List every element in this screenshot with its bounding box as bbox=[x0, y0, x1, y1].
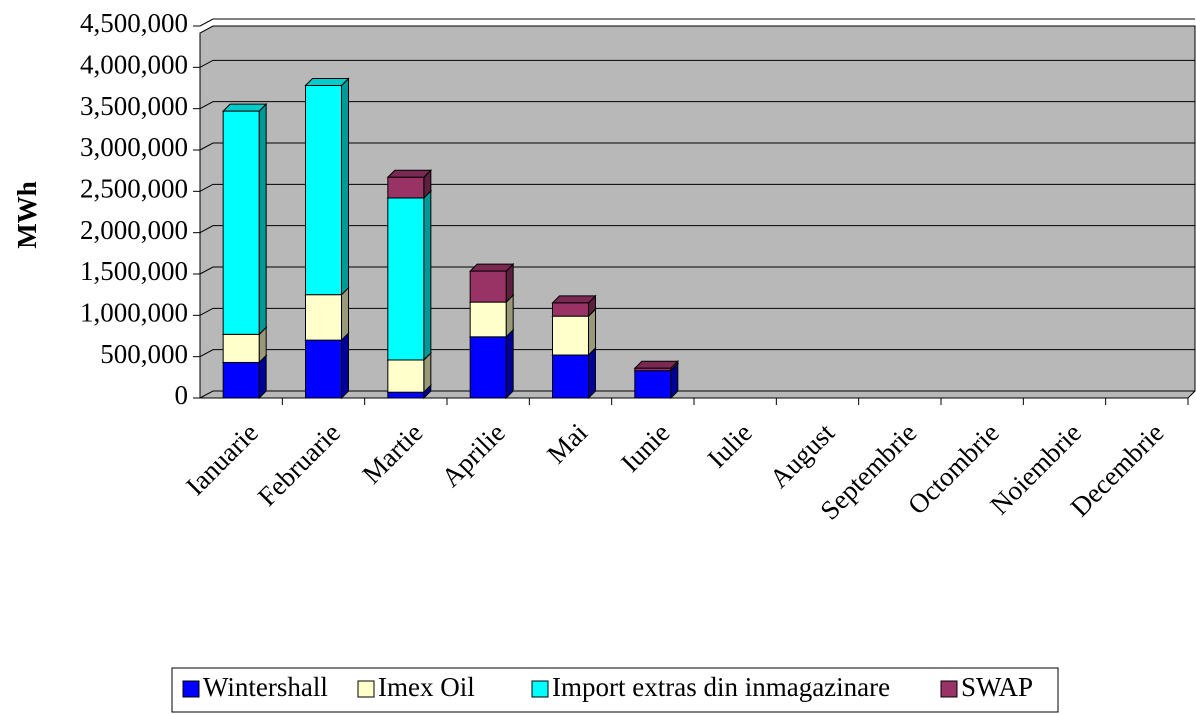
grid-line bbox=[199, 183, 1195, 192]
bar-top bbox=[386, 169, 433, 178]
bar-side bbox=[588, 307, 596, 357]
y-tick-label: 4,500,000 bbox=[80, 8, 188, 38]
legend-label: SWAP bbox=[961, 672, 1033, 702]
bar bbox=[469, 270, 507, 303]
legend-swatch bbox=[182, 680, 200, 698]
x-tick-label: Mai bbox=[541, 417, 593, 469]
bar bbox=[552, 354, 589, 399]
plot-background bbox=[199, 25, 1196, 399]
bar bbox=[222, 361, 260, 399]
bar bbox=[305, 85, 342, 296]
y-tick-label: 2,500,000 bbox=[80, 174, 188, 204]
bar-side bbox=[423, 189, 432, 362]
bar bbox=[305, 339, 342, 399]
y-tick-label: 1,500,000 bbox=[80, 256, 188, 286]
x-tick-label: Martie bbox=[356, 417, 428, 489]
legend-label: Imex Oil bbox=[378, 672, 475, 702]
bar-side bbox=[588, 346, 596, 400]
bar-top bbox=[551, 295, 597, 304]
bar bbox=[552, 302, 589, 317]
bar bbox=[387, 391, 425, 399]
legend-swatch bbox=[357, 680, 375, 698]
y-tick-label: 4,000,000 bbox=[80, 50, 188, 80]
bar bbox=[305, 294, 342, 341]
bar bbox=[552, 315, 589, 356]
bar bbox=[634, 370, 672, 399]
grid-line bbox=[199, 390, 1195, 399]
legend-swatch bbox=[940, 680, 958, 698]
bar-side bbox=[341, 286, 349, 342]
bar-side bbox=[258, 102, 267, 336]
grid-line bbox=[199, 142, 1195, 151]
bar bbox=[387, 359, 425, 393]
legend-swatch bbox=[531, 680, 549, 698]
grid-line bbox=[199, 101, 1195, 110]
grid-line bbox=[199, 307, 1195, 316]
y-tick-label: 0 bbox=[175, 380, 189, 410]
bar-top bbox=[304, 78, 350, 87]
bar bbox=[469, 301, 507, 338]
x-tick-label: Iunie bbox=[615, 417, 675, 477]
y-tick-label: 3,500,000 bbox=[80, 91, 188, 121]
y-tick-label: 2,000,000 bbox=[80, 215, 188, 245]
bar-top bbox=[221, 103, 268, 112]
bar bbox=[634, 367, 672, 372]
legend-box bbox=[171, 667, 1059, 713]
legend: Wintershall Imex Oil Import extras din inm… bbox=[171, 667, 1059, 713]
grid-line bbox=[199, 225, 1195, 234]
y-tick-label: 500,000 bbox=[100, 339, 188, 369]
y-tick-label: 1,000,000 bbox=[80, 298, 188, 328]
bar bbox=[222, 333, 260, 363]
bar bbox=[387, 197, 425, 361]
bar bbox=[222, 110, 260, 335]
grid-line bbox=[199, 18, 1195, 27]
legend-label: Wintershall bbox=[203, 672, 328, 702]
bar-top bbox=[633, 360, 680, 369]
grid-line bbox=[199, 349, 1195, 358]
bar bbox=[387, 176, 425, 199]
bar bbox=[469, 336, 507, 399]
grid-line bbox=[199, 59, 1195, 68]
x-tick-label: Februarie bbox=[252, 417, 346, 511]
x-tick-label: Ianuarie bbox=[180, 417, 264, 501]
x-tick-label: August bbox=[764, 417, 841, 494]
bar-side bbox=[341, 77, 349, 296]
bar-top bbox=[468, 263, 515, 272]
legend-label: Import extras din inmagazinare bbox=[552, 672, 890, 702]
grid-line bbox=[199, 266, 1195, 275]
bar-side bbox=[341, 331, 349, 400]
x-tick-label: Aprilie bbox=[435, 417, 510, 492]
bar-side bbox=[505, 328, 514, 400]
x-tick-label: Iulie bbox=[702, 417, 758, 473]
y-axis-label: MWh bbox=[12, 181, 42, 249]
y-tick-label: 3,000,000 bbox=[80, 132, 188, 162]
